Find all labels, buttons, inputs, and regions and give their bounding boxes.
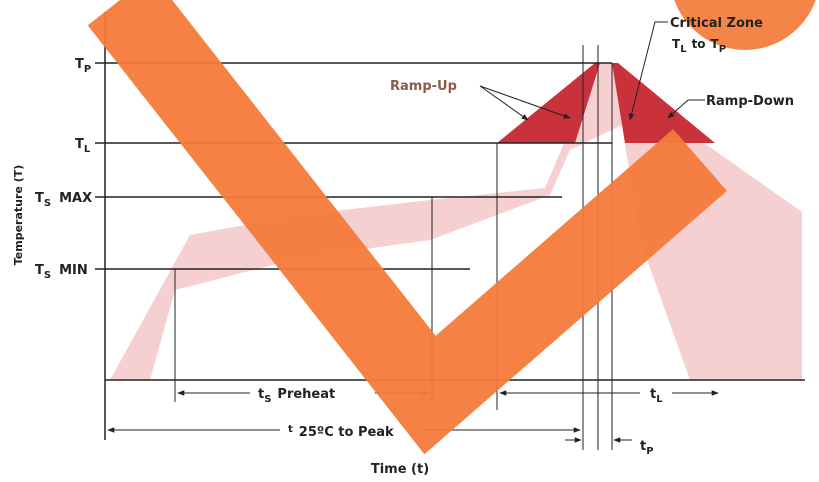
- tl-label: TL: [75, 137, 91, 155]
- critical-range-label: TL to TP: [672, 37, 726, 55]
- x-axis-label: Time (t): [371, 462, 429, 477]
- suffix: 25ºC to Peak: [299, 425, 394, 440]
- tp-duration-label: tP: [640, 439, 654, 457]
- ramp-up-zone: [497, 63, 600, 143]
- sub: P: [84, 64, 91, 75]
- sub: P: [646, 446, 653, 457]
- sub: S: [44, 270, 51, 281]
- tsmin-label: TS MIN: [35, 263, 88, 281]
- main: t: [258, 387, 264, 402]
- critical-leader: [628, 21, 668, 121]
- overlay-circle: [674, 0, 816, 50]
- critical-zone-label: Critical Zone: [670, 16, 763, 31]
- ramp-down-leader: [667, 99, 705, 119]
- main: t: [650, 387, 656, 402]
- tl-duration-label: tL: [650, 387, 663, 405]
- main: T: [672, 37, 681, 51]
- main: T: [75, 57, 84, 72]
- ramp-down-zone: [612, 63, 715, 143]
- ramp-up-leader: [479, 85, 529, 121]
- y-axis-label: Temperature (T): [12, 165, 25, 266]
- ramp-down-label: Ramp-Down: [706, 94, 794, 109]
- sub: S: [44, 198, 51, 209]
- suffix: MIN: [59, 263, 88, 278]
- peak-duration-label: t 25ºC to Peak: [288, 424, 394, 440]
- preheat-label: tS Preheat: [258, 387, 335, 405]
- main: t: [288, 424, 293, 435]
- ramp-up-label: Ramp-Up: [390, 79, 457, 94]
- main: T: [35, 263, 44, 278]
- sub: L: [680, 44, 687, 55]
- tsmax-label: TS MAX: [35, 191, 92, 209]
- main: t: [640, 439, 646, 454]
- overlay-check: [87, 0, 727, 455]
- main: T: [75, 137, 84, 152]
- suffix: MAX: [59, 191, 92, 206]
- sub: L: [656, 394, 663, 405]
- sub: P: [719, 44, 726, 55]
- tp-label: TP: [75, 57, 91, 75]
- sub: L: [84, 144, 91, 155]
- suffix: Preheat: [277, 387, 335, 402]
- main: T: [711, 37, 720, 51]
- ramp-up-leader: [479, 85, 571, 119]
- to: to: [692, 37, 706, 51]
- main: T: [35, 191, 44, 206]
- sub: S: [264, 394, 271, 405]
